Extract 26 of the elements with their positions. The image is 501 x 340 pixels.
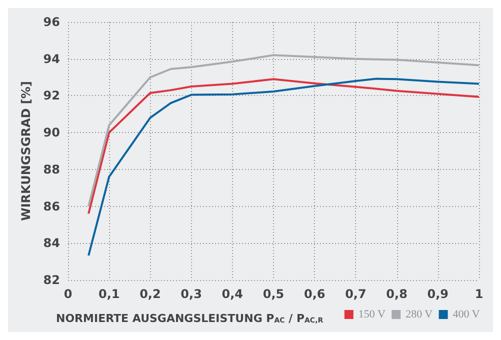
x-tick-label: 0,3 <box>180 287 202 301</box>
y-tick-label: 90 <box>43 126 60 140</box>
line-series <box>88 54 480 208</box>
legend-label: 150 V <box>358 308 386 320</box>
y-tick-label: 82 <box>43 273 60 287</box>
line-series <box>88 78 480 256</box>
x-tick-label: 0,7 <box>345 287 366 301</box>
y-tick-label: 94 <box>43 52 60 66</box>
y-tick-label: 88 <box>43 162 60 176</box>
x-tick-label: 0,2 <box>140 287 161 301</box>
x-tick-label: 0,8 <box>386 287 408 301</box>
y-tick-label: 96 <box>43 15 60 29</box>
line-series <box>88 78 480 215</box>
y-axis-title: WIRKUNGSGRAD [%] <box>19 81 33 221</box>
x-tick-label: 0,1 <box>98 287 120 301</box>
x-tick-label: 0,5 <box>262 287 284 301</box>
x-tick-label: 0 <box>64 287 72 301</box>
x-tick-label: 0,4 <box>222 287 244 301</box>
x-tick-label: 0,9 <box>427 287 449 301</box>
y-tick-label: 86 <box>43 199 60 214</box>
legend-label: 280 V <box>406 308 433 320</box>
y-tick-label: 92 <box>43 88 60 103</box>
legend-label: 400 V <box>452 308 480 320</box>
y-tick-label: 84 <box>43 236 60 250</box>
x-tick-label: 0,6 <box>304 287 326 301</box>
x-tick-label: 1 <box>474 287 484 301</box>
